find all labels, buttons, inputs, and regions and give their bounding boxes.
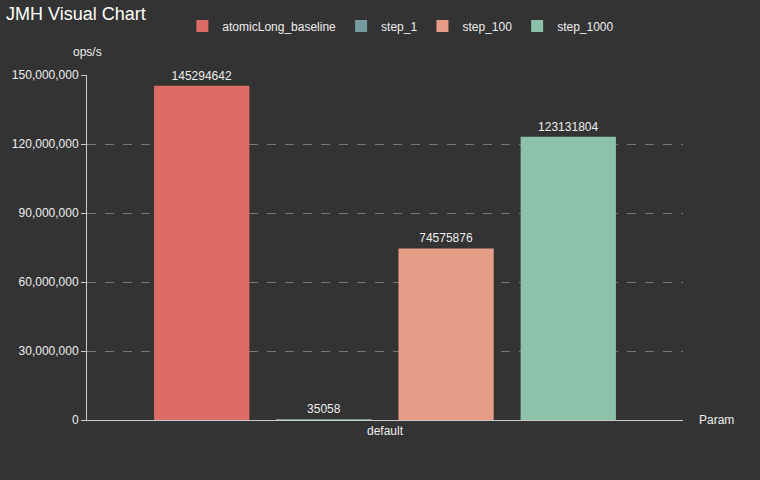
svg-text:60,000,000: 60,000,000	[19, 275, 79, 289]
svg-text:123131804: 123131804	[538, 120, 598, 134]
svg-text:JMH Visual Chart: JMH Visual Chart	[6, 4, 146, 24]
svg-text:30,000,000: 30,000,000	[19, 344, 79, 358]
svg-text:0: 0	[72, 413, 79, 427]
svg-text:120,000,000: 120,000,000	[12, 137, 79, 151]
svg-text:ops/s: ops/s	[73, 45, 102, 59]
svg-text:Param: Param	[699, 413, 734, 427]
svg-text:145294642: 145294642	[172, 69, 232, 83]
svg-text:90,000,000: 90,000,000	[19, 206, 79, 220]
svg-text:atomicLong_baseline: atomicLong_baseline	[222, 20, 336, 34]
svg-text:35058: 35058	[307, 402, 341, 416]
svg-text:step_1: step_1	[381, 20, 417, 34]
svg-text:74575876: 74575876	[419, 231, 473, 245]
svg-text:step_100: step_100	[462, 20, 512, 34]
svg-text:default: default	[367, 424, 404, 438]
svg-text:150,000,000: 150,000,000	[12, 68, 79, 82]
svg-text:step_1000: step_1000	[557, 20, 613, 34]
